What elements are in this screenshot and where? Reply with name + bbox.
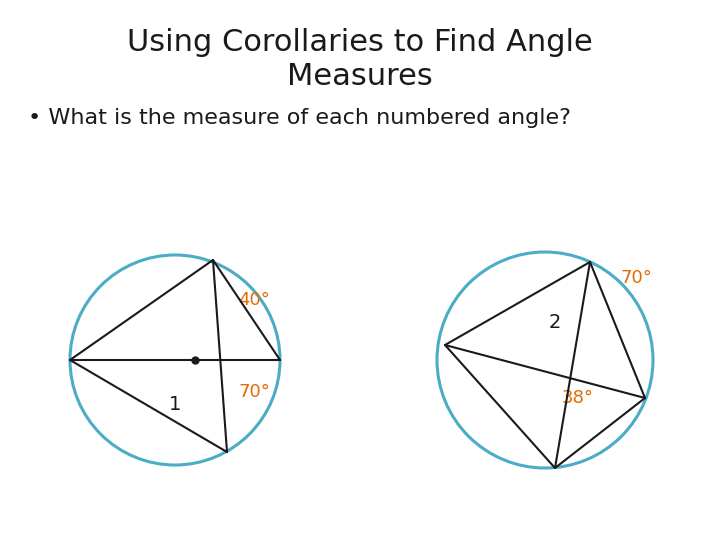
Text: Using Corollaries to Find Angle: Using Corollaries to Find Angle: [127, 28, 593, 57]
Text: Measures: Measures: [287, 62, 433, 91]
Text: 40°: 40°: [238, 291, 270, 309]
Text: 70°: 70°: [238, 383, 270, 401]
Text: • What is the measure of each numbered angle?: • What is the measure of each numbered a…: [28, 108, 571, 128]
Text: 2: 2: [549, 313, 561, 332]
Text: 1: 1: [168, 395, 181, 415]
Text: 70°: 70°: [620, 269, 652, 287]
Text: 38°: 38°: [562, 389, 594, 407]
